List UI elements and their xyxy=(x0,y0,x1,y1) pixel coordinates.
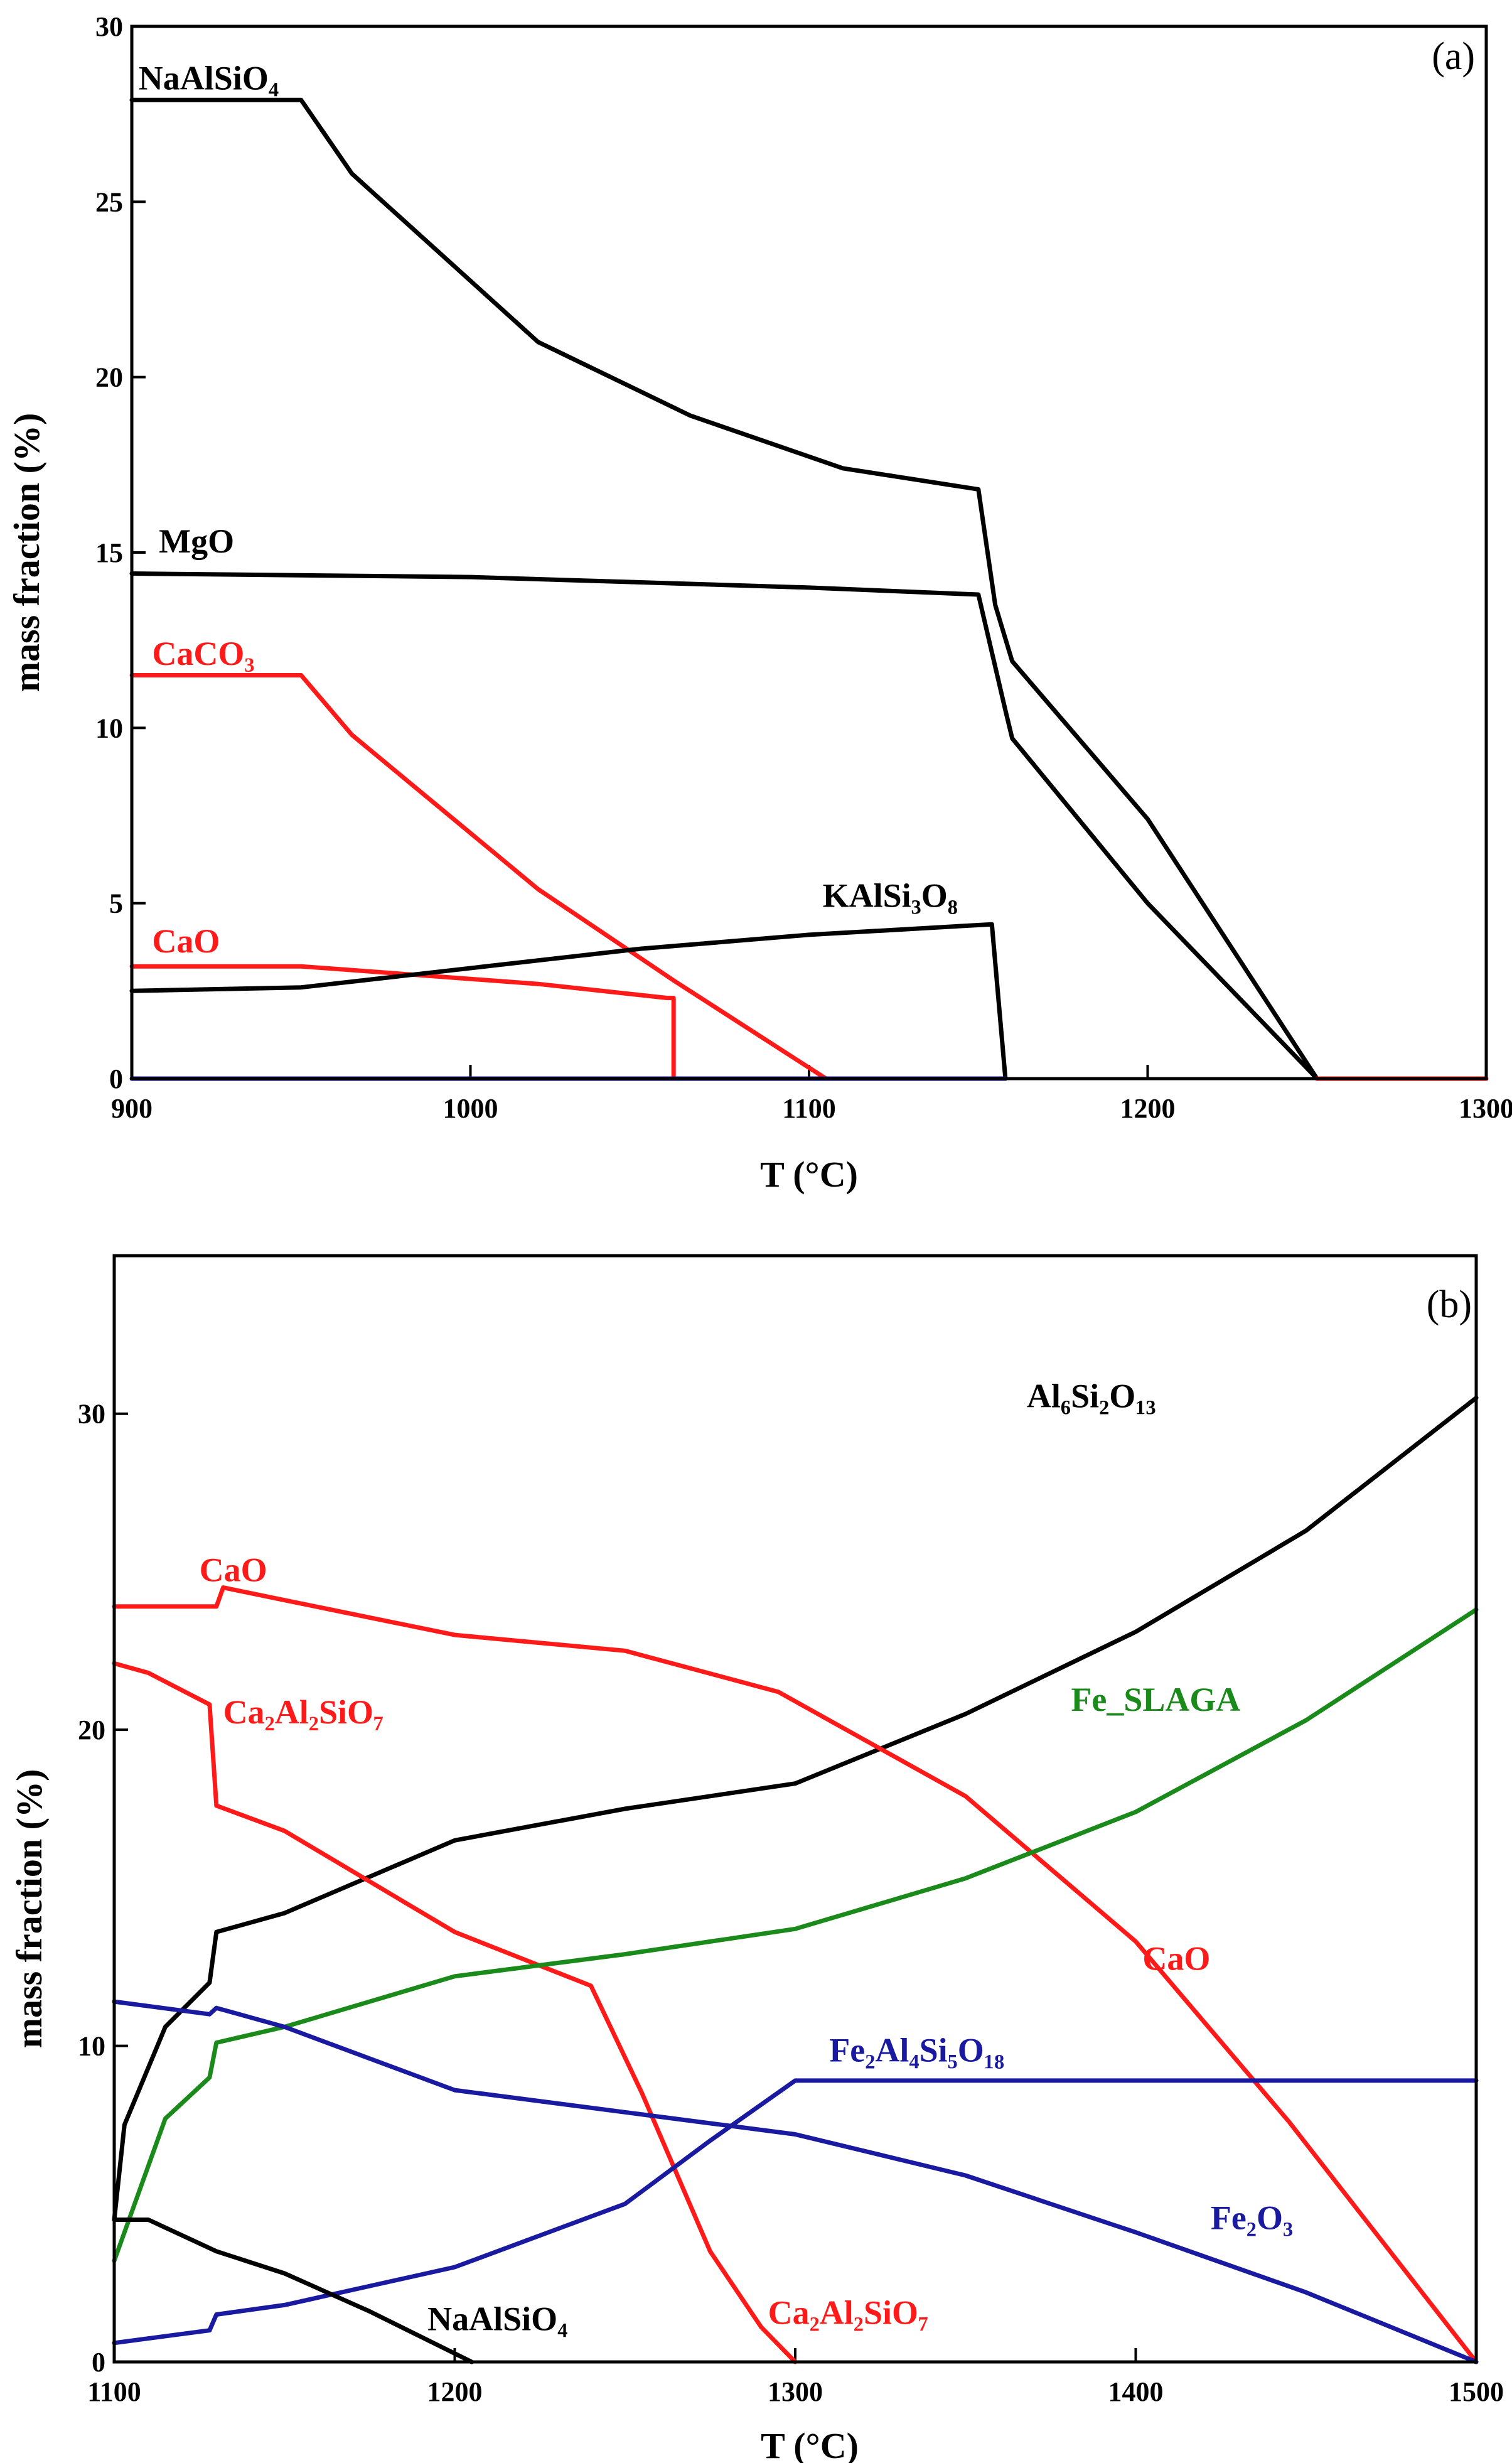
y-tick-label-b: 30 xyxy=(78,1399,105,1430)
panel-label-b: (b) xyxy=(1427,1283,1472,1326)
series-label-cao-b-2: CaO xyxy=(1142,1940,1210,1978)
series-label-kalsi3o8-a: KAlSi₃O₈ xyxy=(823,876,958,914)
x-tick-label-a: 1200 xyxy=(1120,1093,1176,1124)
y-tick-label-a: 30 xyxy=(95,11,123,42)
chart-panel-b: 1100 1200 1300 1400 1500 0 10 20 30 Al₆Si₂O₁₃ CaO… xyxy=(0,1231,1512,2463)
x-axis-title-a: T (°C) xyxy=(760,1154,858,1195)
series-label-naalsio4-b: NaAlSiO₄ xyxy=(427,2300,567,2338)
plot-frame-b xyxy=(112,1254,1478,2364)
y-axis-title-a: mass fraction (%) xyxy=(6,413,47,693)
series-label-ca2al2sio7-b-2: Ca₂Al₂SiO₇ xyxy=(768,2294,929,2332)
x-tick-label-b: 1200 xyxy=(427,2376,483,2407)
series-line-fe_slaga-b xyxy=(112,1607,1479,2263)
y-tick-label-b: 20 xyxy=(78,1715,105,1745)
x-tick-label-b: 1500 xyxy=(1449,2376,1504,2407)
plot-frame-a xyxy=(130,24,1488,1081)
y-tick-label-b: 10 xyxy=(78,2031,105,2062)
series-label-fe_slaga-b: Fe_SLAGA xyxy=(1071,1681,1240,1718)
x-tick-label-a: 1300 xyxy=(1459,1093,1512,1124)
series-label-cao-b: CaO xyxy=(200,1551,267,1589)
panel-label-a: (a) xyxy=(1432,35,1475,78)
y-tick-label-a: 0 xyxy=(109,1064,123,1094)
y-tick-label-b: 0 xyxy=(92,2347,105,2378)
chart-b-svg: 1100 1200 1300 1400 1500 0 10 20 30 Al₆Si₂O₁₃ CaO… xyxy=(9,1254,1504,2463)
series-line-al6si2o13-b xyxy=(112,1396,1479,2222)
y-axis-title-b: mass fraction (%) xyxy=(9,1769,50,2049)
x-tick-label-b: 1400 xyxy=(1108,2376,1164,2407)
series-label-naalsio4-a: NaAlSiO₄ xyxy=(139,60,279,97)
series-line-cao-a xyxy=(129,964,676,1081)
series-line-naalsio4-b xyxy=(112,2218,475,2364)
chart-a-svg: 900 1000 1100 1200 1300 0 5 10 15 20 25 30 NaAlSiO₄… xyxy=(6,11,1512,1195)
series-label-mgo-a: MgO xyxy=(159,522,234,560)
series-label-caco3-a: CaCO₃ xyxy=(152,635,254,672)
x-tick-label-a: 900 xyxy=(111,1093,153,1124)
series-label-al6si2o13-b: Al₆Si₂O₁₃ xyxy=(1027,1377,1156,1415)
series-line-fe2al4si5o18-b xyxy=(112,2078,1479,2346)
x-tick-label-b: 1100 xyxy=(87,2376,141,2407)
y-tick-label-a: 20 xyxy=(95,362,123,393)
series-line-kalsi3o8-a xyxy=(129,922,1008,1081)
y-tick-label-a: 10 xyxy=(95,713,123,743)
chart-panel-a: 900 1000 1100 1200 1300 0 5 10 15 20 25 30 NaAlSiO₄… xyxy=(0,0,1512,1231)
series-line-naalsio4-a xyxy=(129,97,1319,1081)
x-tick-label-a: 1100 xyxy=(782,1093,836,1124)
y-tick-label-a: 5 xyxy=(109,888,123,919)
x-tick-label-a: 1000 xyxy=(443,1093,498,1124)
y-tick-label-a: 25 xyxy=(95,186,123,217)
series-label-cao-a: CaO xyxy=(152,922,220,960)
series-label-fe2al4si5o18-b: Fe₂Al₄Si₅O₁₈ xyxy=(829,2032,1004,2069)
x-axis-title-b: T (°C) xyxy=(761,2425,859,2463)
series-label-fe2o3-b: Fe₂O₃ xyxy=(1211,2199,1293,2237)
series-line-mgo-a xyxy=(129,571,1319,1081)
series-line-cao-b xyxy=(112,1585,1479,2364)
series-line-caco3-a xyxy=(129,673,828,1081)
series-label-ca2al2sio7-b: Ca₂Al₂SiO₇ xyxy=(223,1693,384,1731)
series-line-fe2o3-b xyxy=(112,1999,1479,2364)
x-tick-label-b: 1300 xyxy=(768,2376,823,2407)
series-line-ca2al2sio7-b xyxy=(112,1661,798,2364)
y-tick-label-a: 15 xyxy=(95,537,123,568)
